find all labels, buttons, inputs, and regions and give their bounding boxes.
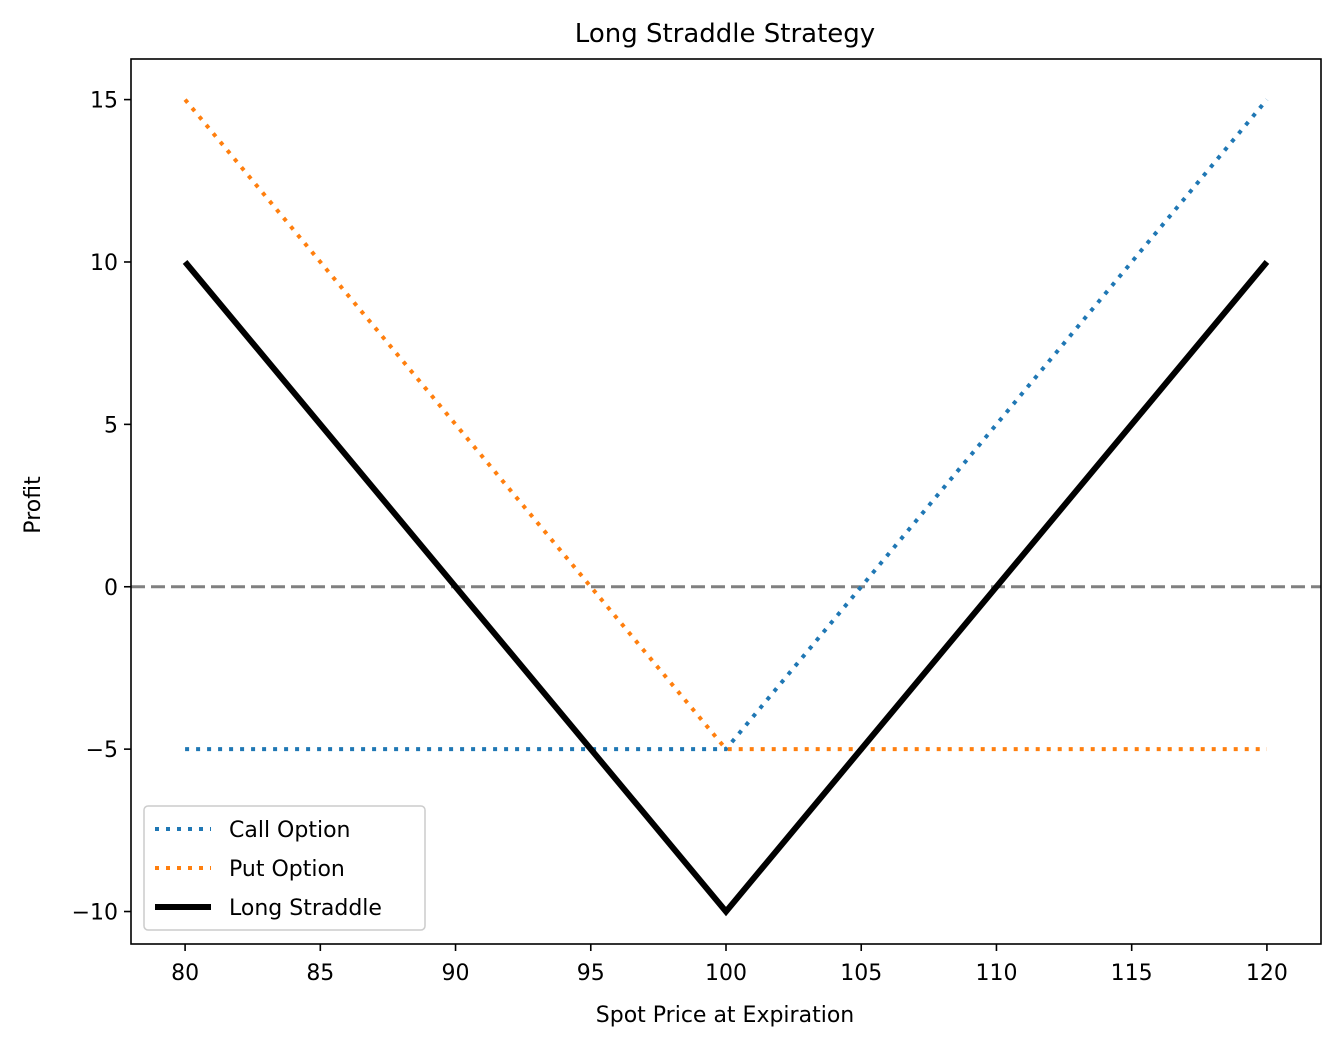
y-axis-label: Profit [21, 476, 46, 534]
legend-box [143, 805, 426, 931]
y-tick-label: −10 [72, 901, 118, 926]
legend: Call Option Put Option Long Straddle [143, 805, 426, 931]
chart-title: Long Straddle Strategy [575, 19, 875, 49]
x-axis-label: Spot Price at Expiration [596, 1003, 854, 1028]
x-tick-label: 85 [306, 961, 334, 986]
y-tick-label: −5 [86, 738, 118, 763]
x-tick-label: 100 [705, 961, 747, 986]
x-tick-label: 110 [975, 961, 1017, 986]
x-tick-label: 105 [840, 961, 882, 986]
x-tick-label: 120 [1246, 961, 1288, 986]
x-tick-label: 95 [577, 961, 605, 986]
x-tick-label: 115 [1111, 961, 1153, 986]
legend-label: Long Straddle [229, 896, 382, 921]
legend-label: Put Option [229, 857, 345, 882]
plot-area: 80 85 90 95 100 105 110 115 120 −10 −5 0 5 10 15 Call O… [72, 58, 1322, 986]
y-tick-label: 0 [104, 576, 118, 601]
y-tick-label: 5 [104, 413, 118, 438]
x-tick-label: 80 [171, 961, 199, 986]
y-tick-label: 10 [90, 251, 118, 276]
x-tick-label: 90 [442, 961, 470, 986]
series-line-long-straddle [182, 260, 1270, 917]
y-tick-label: 15 [90, 89, 118, 114]
series-line-call-option [185, 98, 1269, 752]
legend-label: Call Option [229, 818, 350, 843]
